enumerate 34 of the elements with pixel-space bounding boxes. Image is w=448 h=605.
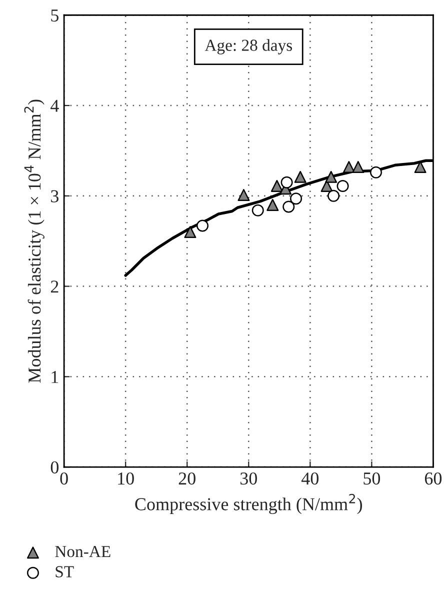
y-tick-label: 0 — [50, 461, 59, 474]
point — [184, 226, 196, 238]
y-axis-title: Modulus of elasticity (1 × 10$^{4}$ N/mm$^{2}$) — [24, 100, 44, 383]
legend-label: Non-AE — [55, 546, 110, 558]
point — [370, 166, 382, 178]
x-tick-label: 60 — [424, 472, 442, 485]
point — [328, 190, 340, 202]
point — [325, 170, 338, 183]
x-tick-label: 20 — [178, 472, 196, 485]
point — [282, 200, 295, 213]
annotation: Age: 28 days — [204, 39, 292, 54]
y-tick-label: 3 — [51, 190, 58, 202]
point — [336, 180, 349, 192]
x-tick-label: 50 — [364, 472, 380, 485]
point — [352, 160, 364, 173]
point — [238, 188, 250, 201]
point — [294, 170, 306, 183]
point — [266, 198, 279, 211]
point — [196, 220, 208, 232]
point — [280, 176, 293, 188]
y-tick-label: 1 — [52, 371, 58, 383]
x-tick-label: 30 — [240, 472, 257, 485]
point — [342, 160, 355, 173]
x-tick-label: 10 — [118, 472, 134, 485]
y-tick-label: 2 — [50, 280, 58, 293]
legend-label: ST — [56, 566, 74, 578]
x-tick-label: 40 — [301, 472, 319, 485]
x-tick-label: 0 — [60, 472, 68, 485]
y-tick-label: 4 — [50, 100, 59, 112]
y-tick-label: 5 — [51, 10, 58, 22]
point — [270, 180, 283, 192]
point — [252, 204, 264, 216]
x-axis-title: Compressive strength (N/mm$^{2}$) — [135, 494, 362, 514]
point — [290, 192, 302, 205]
